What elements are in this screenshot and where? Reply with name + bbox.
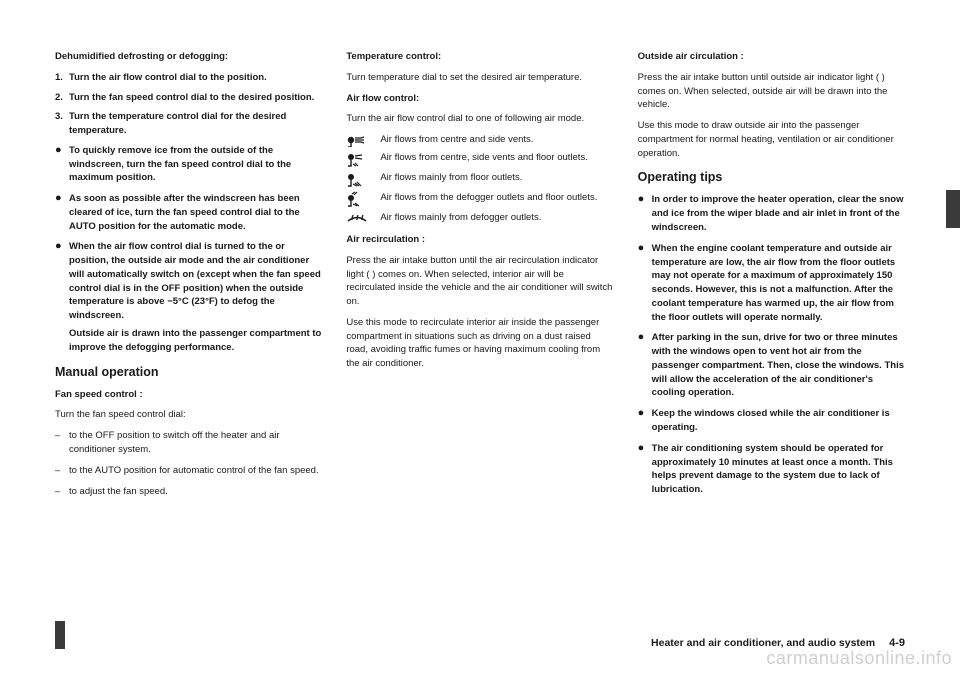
mode-text: Air flows from centre and side vents. bbox=[380, 133, 613, 147]
step-text: Turn the temperature control dial for th… bbox=[69, 110, 322, 138]
temp-heading: Temperature control: bbox=[346, 50, 613, 64]
tip-text: Keep the windows closed while the air co… bbox=[652, 407, 905, 435]
fan-heading: Fan speed control : bbox=[55, 388, 322, 402]
tips-list: ●In order to improve the heater operatio… bbox=[638, 193, 905, 496]
mode-text: Air flows mainly from defogger outlets. bbox=[380, 211, 613, 225]
airflow-text: Turn the air flow control dial to one of… bbox=[346, 112, 613, 126]
vent-floor-icon bbox=[346, 171, 380, 187]
page-footer: Heater and air conditioner, and audio sy… bbox=[0, 621, 960, 649]
bullet-dot: ● bbox=[638, 442, 652, 497]
outside-p2: Use this mode to draw outside air into t… bbox=[638, 119, 905, 160]
outside-heading: Outside air circulation : bbox=[638, 50, 905, 64]
bullet-dot: ● bbox=[55, 144, 69, 185]
watermark: carmanualsonline.info bbox=[766, 648, 952, 669]
bullet-dot: ● bbox=[638, 331, 652, 400]
column-2: Temperature control: Turn temperature di… bbox=[346, 50, 613, 505]
temp-text: Turn temperature dial to set the desired… bbox=[346, 71, 613, 85]
footer-tab bbox=[55, 621, 65, 649]
outside-p1: Press the air intake button until outsid… bbox=[638, 71, 905, 112]
recirc-heading: Air recirculation : bbox=[346, 233, 613, 247]
tip-text: In order to improve the heater operation… bbox=[652, 193, 905, 234]
page-content: Dehumidified defrosting or defogging: 1.… bbox=[0, 0, 960, 535]
bullet-dot: ● bbox=[638, 407, 652, 435]
manual-heading: Manual operation bbox=[55, 363, 322, 381]
step-text: Turn the fan speed control dial to the d… bbox=[69, 91, 322, 105]
mode-text: Air flows from the defogger outlets and … bbox=[380, 191, 613, 207]
mode-text: Air flows from centre, side vents and fl… bbox=[380, 151, 613, 167]
vent-defog-icon bbox=[346, 211, 380, 225]
vent-face-icon bbox=[346, 133, 380, 147]
recirc-p1: Press the air intake button until the ai… bbox=[346, 254, 613, 309]
column-3: Outside air circulation : Press the air … bbox=[638, 50, 905, 505]
dash-list: –to the OFF position to switch off the h… bbox=[55, 429, 322, 498]
fan-intro: Turn the fan speed control dial: bbox=[55, 408, 322, 422]
step-text: Turn the air flow control dial to the po… bbox=[69, 71, 322, 85]
dash-text: to the AUTO position for automatic contr… bbox=[69, 464, 322, 478]
tip-text: When the engine coolant temperature and … bbox=[652, 242, 905, 325]
vent-defog-floor-icon bbox=[346, 191, 380, 207]
bullet-text: As soon as possible after the windscreen… bbox=[69, 192, 322, 233]
side-tab bbox=[946, 190, 960, 228]
dash: – bbox=[55, 485, 69, 499]
bullet-dot: ● bbox=[638, 242, 652, 325]
recirc-p2: Use this mode to recirculate interior ai… bbox=[346, 316, 613, 371]
step-list: 1.Turn the air flow control dial to the … bbox=[55, 71, 322, 138]
bullet-list: ●To quickly remove ice from the outside … bbox=[55, 144, 322, 355]
vent-bilevel-icon bbox=[346, 151, 380, 167]
airflow-heading: Air flow control: bbox=[346, 92, 613, 106]
column-1: Dehumidified defrosting or defogging: 1.… bbox=[55, 50, 322, 505]
dash: – bbox=[55, 429, 69, 457]
step-num: 2. bbox=[55, 91, 69, 105]
step-num: 3. bbox=[55, 110, 69, 138]
bullet-text: When the air flow control dial is turned… bbox=[69, 240, 322, 354]
step-num: 1. bbox=[55, 71, 69, 85]
mode-text: Air flows mainly from floor outlets. bbox=[380, 171, 613, 187]
tip-text: The air conditioning system should be op… bbox=[652, 442, 905, 497]
tip-text: After parking in the sun, drive for two … bbox=[652, 331, 905, 400]
dash-text: to adjust the fan speed. bbox=[69, 485, 322, 499]
dash-text: to the OFF position to switch off the he… bbox=[69, 429, 322, 457]
bullet-dot: ● bbox=[55, 192, 69, 233]
mode-table: Air flows from centre and side vents. Ai… bbox=[346, 133, 613, 225]
dehum-heading: Dehumidified defrosting or defogging: bbox=[55, 50, 322, 64]
dash: – bbox=[55, 464, 69, 478]
bullet-text: To quickly remove ice from the outside o… bbox=[69, 144, 322, 185]
tips-heading: Operating tips bbox=[638, 168, 905, 186]
bullet-dot: ● bbox=[638, 193, 652, 234]
bullet-dot: ● bbox=[55, 240, 69, 354]
